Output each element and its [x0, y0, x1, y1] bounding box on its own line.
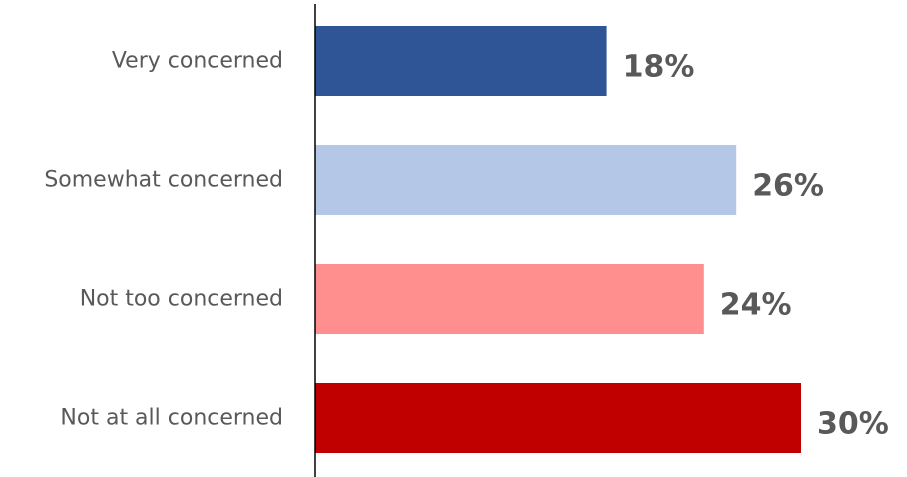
bars-layer	[315, 26, 801, 453]
bar-not-too-concerned	[315, 264, 704, 334]
category-label-not-too-concerned: Not too concerned	[80, 287, 283, 312]
value-label-somewhat-concerned: 26%	[752, 169, 824, 204]
value-label-very-concerned: 18%	[623, 50, 695, 85]
category-label-somewhat-concerned: Somewhat concerned	[44, 168, 283, 193]
value-label-not-at-all-concerned: 30%	[817, 407, 889, 442]
bar-very-concerned	[315, 26, 607, 96]
category-label-not-at-all-concerned: Not at all concerned	[60, 406, 283, 431]
labels-layer: Very concerned 18% Somewhat concerned 26% No…	[44, 49, 888, 442]
category-label-very-concerned: Very concerned	[112, 49, 283, 74]
bar-not-at-all-concerned	[315, 383, 801, 453]
bar-somewhat-concerned	[315, 145, 737, 215]
value-label-not-too-concerned: 24%	[720, 288, 792, 323]
